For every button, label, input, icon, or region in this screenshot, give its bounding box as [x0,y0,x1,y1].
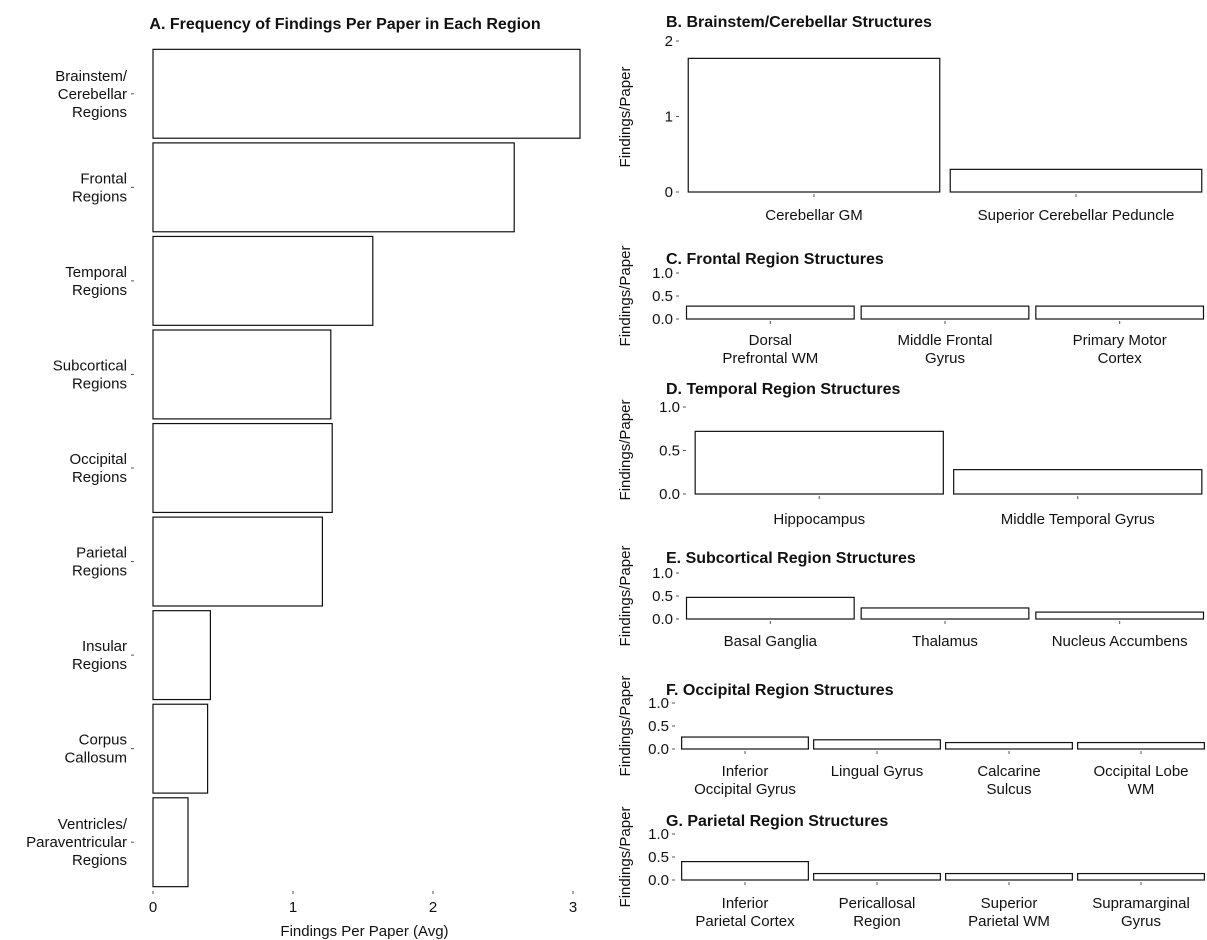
bar [949,168,1203,193]
bar [945,872,1073,881]
bar [152,610,212,701]
x-tick-label: Basal Ganglia [724,633,818,650]
panel-d: D. Temporal Region Structures Findings/Pa… [617,381,1203,528]
x-tick-label: Pericallosal Region [839,895,916,930]
bar [813,872,941,881]
x-tick-label: Superior Cerebellar Peduncle [978,207,1175,224]
y-axis-title: Findings/Paper [617,67,634,168]
bar [152,797,189,888]
x-tick-label: Occipital Lobe WM [1093,763,1188,798]
bar [152,703,209,794]
bar [945,741,1073,750]
bar [152,422,333,514]
y-axis-title: Findings/Paper [617,246,634,347]
x-tick-label: Hippocampus [773,511,865,528]
chart-title: F. Occipital Region Structures [666,682,894,699]
y-axis-title: Findings/Paper [617,807,634,908]
bar [687,57,941,193]
y-tick-label: 0.0 [648,741,669,758]
y-tick-label: Ventricles/Paraventricular Regions [26,816,128,869]
chart-title: D. Temporal Region Structures [666,381,901,398]
x-tick-label: Primary Motor Cortex [1073,332,1167,367]
y-tick-label: Parietal Regions [72,545,127,580]
x-tick-label: Superior Parietal WM [968,895,1050,930]
x-tick-label: Lingual Gyrus [831,763,924,780]
x-tick-label: 3 [569,899,577,916]
x-tick-label: Dorsal Prefrontal WM [722,332,818,367]
bar [681,860,809,881]
bar [813,739,941,750]
bar [1035,611,1205,620]
bar [860,607,1030,620]
chart-title: G. Parietal Region Structures [666,813,888,830]
bar [681,736,809,750]
bar [860,305,1030,320]
y-tick-label: 0.5 [659,443,680,460]
x-tick-label: Calcarine Sulcus [977,763,1040,798]
y-tick-label: 1.0 [648,826,669,843]
x-axis-title: Findings Per Paper (Avg) [280,923,448,940]
chart-title: E. Subcortical Region Structures [666,550,916,567]
x-tick-label: Cerebellar GM [765,207,863,224]
bar [685,305,855,320]
x-tick-label: Inferior Occipital Gyrus [694,763,796,798]
panel-b: B. Brainstem/Cerebellar Structures Findin… [617,14,1203,224]
x-tick-label: Thalamus [912,633,978,650]
panel-f: F. Occipital Region Structures Findings/P… [617,676,1205,798]
x-tick-label: Supramarginal Gyrus [1092,895,1190,930]
y-tick-label: 1.0 [652,565,673,582]
x-tick-label: 1 [289,899,297,916]
bar [152,235,374,326]
y-axis-title: Findings/Paper [617,400,634,501]
chart-title: C. Frontal Region Structures [666,251,884,268]
y-tick-label: Insular Regions [72,638,127,673]
y-axis-title: Findings/Paper [617,676,634,777]
panel-c: C. Frontal Region Structures Findings/Pap… [617,246,1205,367]
x-tick-label: Middle Frontal Gyrus [897,332,992,367]
bar [152,142,515,233]
bar [1035,305,1205,320]
bar [1077,741,1205,750]
y-tick-label: Frontal Regions [72,170,127,205]
y-tick-label: 0.5 [648,718,669,735]
panel-g: G. Parietal Region Structures Findings/Pa… [617,807,1205,930]
x-tick-label: 0 [149,899,157,916]
y-tick-label: Corpus Callosum [64,732,127,767]
bar [694,430,944,495]
x-tick-label: Middle Temporal Gyrus [1001,511,1155,528]
bar [152,329,332,420]
y-tick-label: 1 [665,109,673,126]
y-tick-label: 0.5 [648,849,669,866]
y-axis-title: Findings/Paper [617,546,634,647]
x-tick-label: Nucleus Accumbens [1052,633,1188,650]
y-tick-label: 1.0 [659,399,680,416]
panel-e: E. Subcortical Region Structures Findings… [617,546,1205,650]
bar [953,469,1203,495]
y-tick-label: 0 [665,184,673,201]
x-tick-label: Inferior Parietal Cortex [695,895,795,930]
y-tick-label: 0.0 [659,486,680,503]
y-tick-label: 0.5 [652,588,673,605]
y-tick-label: 1.0 [652,265,673,282]
y-tick-label: 0.0 [652,611,673,628]
y-tick-label: Temporal Regions [65,264,127,299]
x-tick-label: 2 [429,899,437,916]
bar [1077,872,1205,881]
bar [685,596,855,620]
chart-title: A. Frequency of Findings Per Paper in Ea… [149,16,540,33]
y-tick-label: Subcortical Regions [53,357,127,392]
bar [152,48,581,139]
y-tick-label: 0.0 [652,311,673,328]
y-tick-label: 2 [665,33,673,50]
y-tick-label: Brainstem/Cerebellar Regions [55,68,128,121]
y-tick-label: Occipital Regions [69,451,127,486]
y-tick-label: 0.5 [652,288,673,305]
chart-title: B. Brainstem/Cerebellar Structures [666,14,932,31]
panel-a: A. Frequency of Findings Per Paper in Ea… [26,16,581,940]
y-tick-label: 0.0 [648,872,669,889]
y-tick-label: 1.0 [648,695,669,712]
bar [152,516,323,607]
